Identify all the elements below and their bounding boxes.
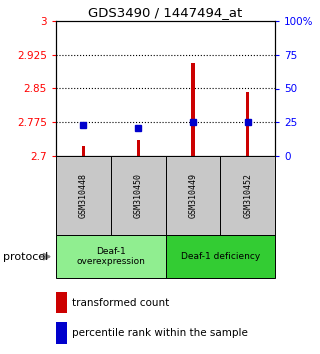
FancyBboxPatch shape (111, 156, 166, 235)
Text: GSM310448: GSM310448 (79, 173, 88, 218)
Title: GDS3490 / 1447494_at: GDS3490 / 1447494_at (88, 6, 243, 19)
FancyBboxPatch shape (56, 156, 111, 235)
Text: GSM310452: GSM310452 (243, 173, 252, 218)
Bar (56, 292, 67, 314)
FancyBboxPatch shape (56, 235, 166, 278)
Text: transformed count: transformed count (72, 298, 170, 308)
Bar (56, 322, 67, 344)
Bar (191, 63, 195, 156)
Text: percentile rank within the sample: percentile rank within the sample (72, 328, 248, 338)
FancyBboxPatch shape (166, 235, 275, 278)
FancyBboxPatch shape (220, 156, 275, 235)
Text: Deaf-1
overexpression: Deaf-1 overexpression (76, 247, 145, 266)
Bar (82, 146, 85, 156)
FancyBboxPatch shape (166, 156, 220, 235)
Bar (246, 92, 250, 156)
Text: GSM310450: GSM310450 (134, 173, 143, 218)
Text: Deaf-1 deficiency: Deaf-1 deficiency (181, 252, 260, 261)
Text: GSM310449: GSM310449 (188, 173, 197, 218)
Bar (137, 140, 140, 156)
Text: protocol: protocol (3, 252, 48, 262)
